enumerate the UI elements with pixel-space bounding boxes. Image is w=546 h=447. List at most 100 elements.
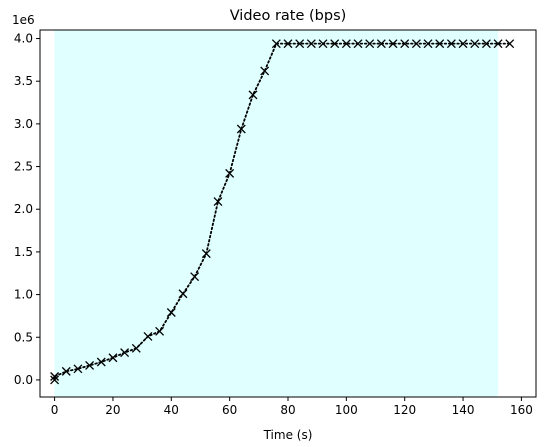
y-tick-label: 0.0: [14, 373, 33, 387]
marker-stroke: [295, 39, 305, 49]
data-point-marker: [248, 90, 258, 100]
marker-stroke: [400, 39, 410, 49]
data-point-marker: [283, 39, 293, 49]
data-point-marker: [341, 39, 351, 49]
marker-stroke: [143, 331, 153, 341]
x-tick-label: 100: [335, 403, 358, 417]
marker-stroke: [470, 39, 480, 49]
data-point-marker: [236, 124, 246, 134]
x-tick-label: 0: [51, 403, 59, 417]
marker-stroke: [283, 39, 293, 49]
marker-stroke: [271, 39, 281, 49]
data-point-marker: [201, 249, 211, 259]
series-layer: [50, 39, 515, 385]
y-axis-offset-text: 1e6: [12, 13, 35, 27]
x-axis-label: Time (s): [263, 428, 313, 442]
y-tick-label: 0.5: [14, 330, 33, 344]
marker-stroke: [108, 353, 118, 363]
marker-stroke: [166, 308, 176, 317]
plot-frame: [39, 29, 537, 398]
data-point-marker: [446, 39, 456, 49]
marker-stroke: [353, 39, 363, 49]
marker-stroke: [190, 272, 200, 282]
marker-stroke: [50, 372, 60, 381]
x-tick-label: 160: [510, 403, 533, 417]
marker-stroke: [73, 364, 83, 374]
marker-stroke: [330, 39, 340, 49]
marker-stroke: [50, 375, 60, 385]
data-point-marker: [108, 353, 118, 363]
data-point-marker: [353, 39, 363, 49]
data-point-marker: [143, 331, 153, 341]
data-point-marker: [260, 66, 270, 76]
marker-stroke: [505, 39, 515, 49]
marker-stroke: [435, 39, 445, 49]
y-tick-label: 1.0: [14, 288, 33, 302]
data-point-marker: [225, 168, 235, 178]
marker-stroke: [201, 249, 211, 259]
data-point-marker: [411, 39, 421, 49]
marker-stroke: [388, 39, 398, 49]
data-point-marker: [50, 375, 60, 385]
marker-stroke: [248, 90, 258, 100]
data-point-marker: [318, 39, 328, 49]
data-point-marker: [306, 39, 316, 49]
x-tick-label: 20: [105, 403, 120, 417]
y-tick-label: 4.0: [14, 32, 33, 46]
marker-stroke: [423, 39, 433, 49]
marker-stroke: [61, 366, 71, 376]
marker-stroke: [155, 326, 165, 336]
data-point-marker: [155, 326, 165, 336]
marker-stroke: [376, 39, 386, 49]
data-point-marker: [120, 348, 130, 358]
data-point-marker: [271, 39, 281, 49]
marker-stroke: [481, 39, 491, 49]
shaded-region-layer: [54, 30, 499, 397]
data-point-marker: [330, 39, 340, 49]
data-point-marker: [295, 39, 305, 49]
y-tick-label: 2.0: [14, 202, 33, 216]
data-point-marker: [96, 357, 106, 367]
marker-stroke: [318, 39, 328, 49]
x-tick-label: 60: [222, 403, 237, 417]
marker-stroke: [85, 360, 95, 370]
marker-stroke: [225, 168, 235, 178]
data-point-marker: [470, 39, 480, 49]
marker-stroke: [178, 289, 188, 299]
data-point-marker: [50, 372, 60, 381]
data-point-marker: [213, 197, 223, 207]
y-tick-label: 1.5: [14, 245, 33, 259]
data-point-marker: [178, 289, 188, 299]
x-tick-label: 140: [452, 403, 475, 417]
data-point-marker: [61, 366, 71, 376]
marker-stroke: [96, 357, 106, 367]
marker-stroke: [446, 39, 456, 49]
data-point-marker: [423, 39, 433, 49]
marker-stroke: [236, 124, 246, 134]
data-point-marker: [85, 360, 95, 370]
marker-stroke: [260, 66, 270, 76]
x-tick-label: 40: [164, 403, 179, 417]
chart-title: Video rate (bps): [230, 8, 347, 24]
data-point-marker: [400, 39, 410, 49]
data-point-marker: [376, 39, 386, 49]
x-tick-label: 80: [280, 403, 295, 417]
data-point-marker: [458, 39, 468, 49]
data-point-marker: [435, 39, 445, 49]
data-point-marker: [166, 308, 176, 317]
marker-stroke: [341, 39, 351, 49]
marker-stroke: [411, 39, 421, 49]
y-tick-label: 3.0: [14, 117, 33, 131]
marker-stroke: [365, 39, 375, 49]
marker-stroke: [306, 39, 316, 49]
y-tick-label: 2.5: [14, 160, 33, 174]
data-point-marker: [481, 39, 491, 49]
x-tick-label: 120: [393, 403, 416, 417]
shaded-region: [54, 30, 499, 397]
marker-stroke: [458, 39, 468, 49]
data-point-marker: [73, 364, 83, 374]
data-point-marker: [190, 272, 200, 282]
y-tick-label: 3.5: [14, 74, 33, 88]
data-point-marker: [505, 39, 515, 49]
marker-stroke: [213, 197, 223, 207]
